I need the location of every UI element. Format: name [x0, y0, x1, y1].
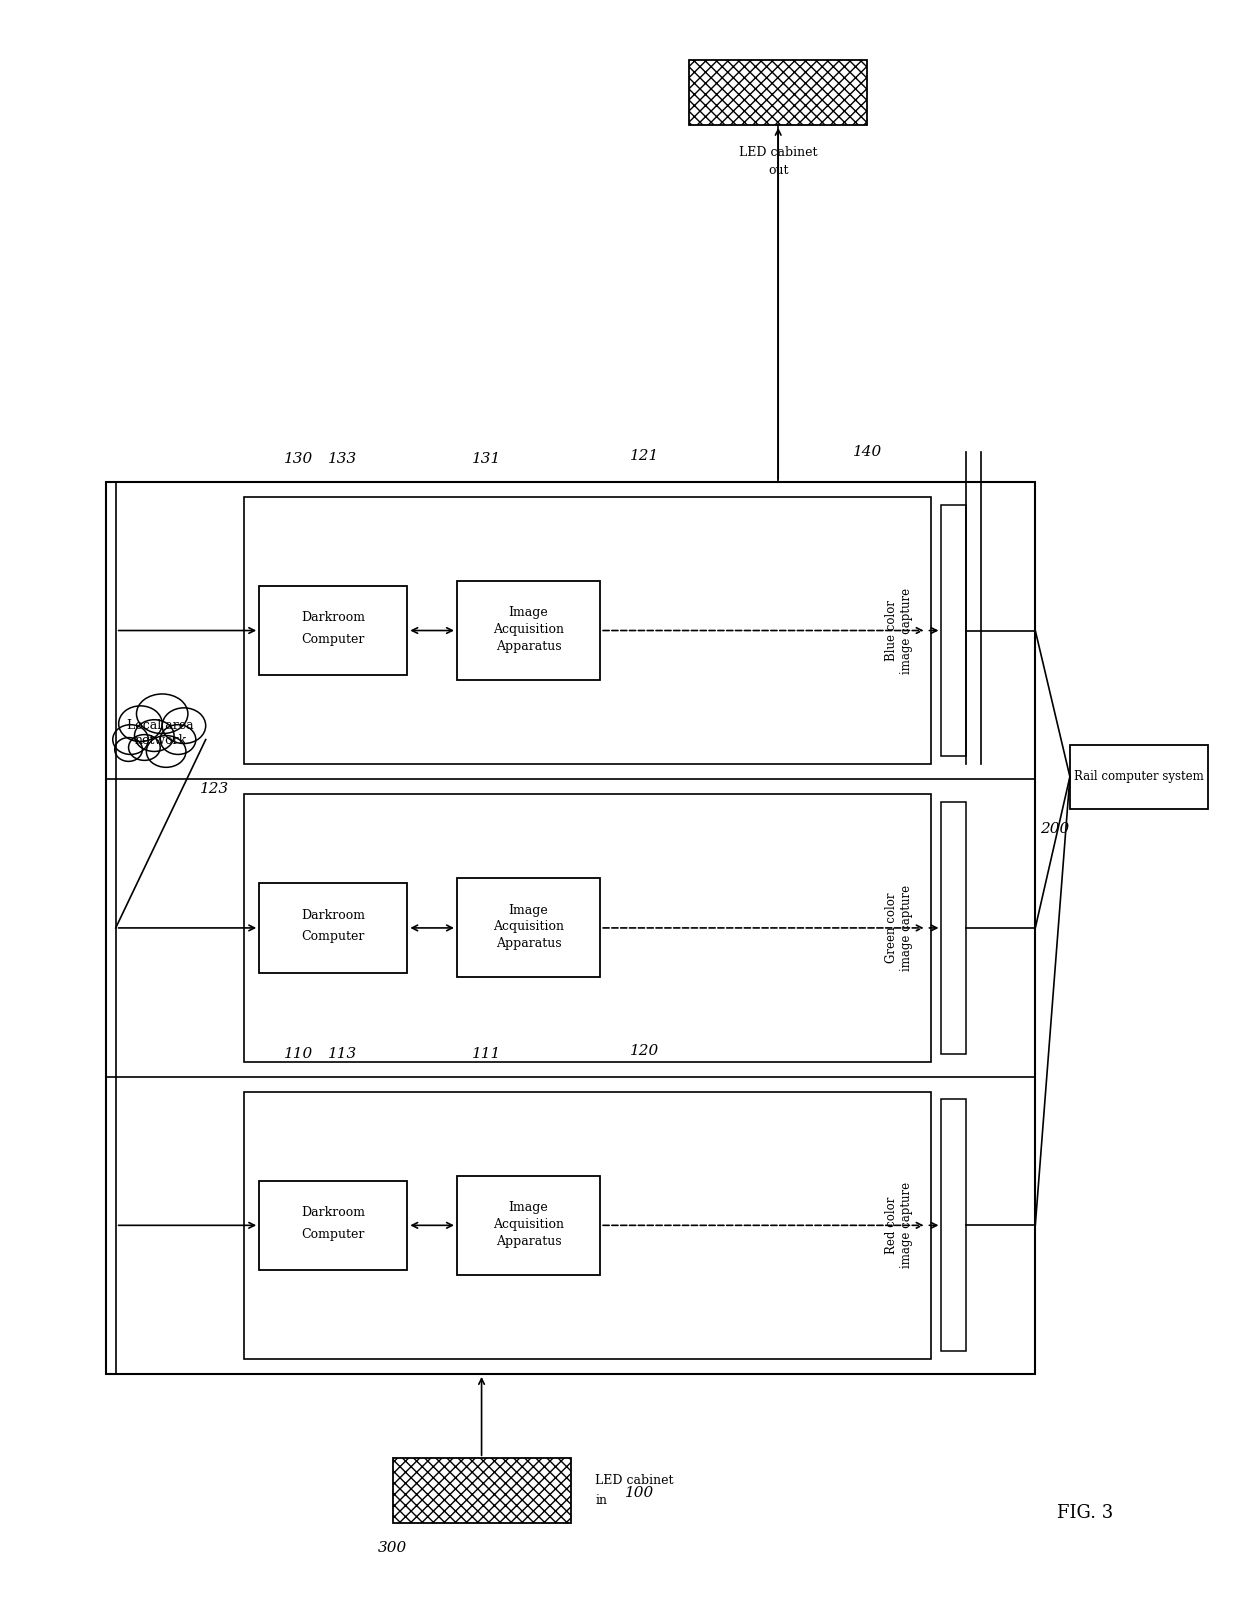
- Text: Apparatus: Apparatus: [496, 1234, 562, 1247]
- Text: Darkroom: Darkroom: [301, 1207, 366, 1220]
- Bar: [941, 801, 966, 1054]
- Bar: [1070, 745, 1208, 809]
- Text: 140: 140: [853, 446, 882, 459]
- Ellipse shape: [134, 719, 174, 751]
- Bar: [393, 1458, 570, 1522]
- Text: Green color
image capture: Green color image capture: [885, 885, 913, 970]
- Text: Rail computer system: Rail computer system: [1074, 771, 1204, 784]
- Ellipse shape: [129, 735, 160, 761]
- Text: Acquisition: Acquisition: [494, 920, 564, 933]
- Ellipse shape: [162, 708, 206, 743]
- Bar: [456, 581, 600, 681]
- Bar: [941, 505, 966, 756]
- Text: 113: 113: [329, 1047, 357, 1060]
- Text: LED cabinet: LED cabinet: [595, 1474, 673, 1487]
- Text: in: in: [595, 1493, 608, 1508]
- Bar: [105, 481, 1035, 1374]
- Bar: [244, 1091, 931, 1360]
- Text: 131: 131: [471, 452, 501, 467]
- Bar: [244, 497, 931, 764]
- Ellipse shape: [115, 737, 143, 761]
- Bar: [259, 883, 408, 972]
- Ellipse shape: [136, 693, 188, 734]
- Text: 100: 100: [625, 1487, 655, 1500]
- Text: Image: Image: [508, 1200, 548, 1215]
- Bar: [689, 61, 867, 126]
- Bar: [244, 795, 931, 1062]
- Text: Acquisition: Acquisition: [494, 623, 564, 636]
- Text: 121: 121: [630, 449, 660, 463]
- Text: LED cabinet: LED cabinet: [739, 146, 817, 159]
- Ellipse shape: [113, 724, 149, 755]
- Text: Image: Image: [508, 607, 548, 619]
- Bar: [259, 586, 408, 676]
- Text: 111: 111: [471, 1047, 501, 1060]
- Text: 130: 130: [284, 452, 312, 467]
- Text: Local area: Local area: [126, 719, 193, 732]
- Bar: [456, 1176, 600, 1274]
- Text: Blue color
image capture: Blue color image capture: [885, 587, 913, 674]
- Text: Acquisition: Acquisition: [494, 1218, 564, 1231]
- Text: 200: 200: [1040, 822, 1070, 835]
- Text: out: out: [768, 164, 789, 177]
- Bar: [456, 879, 600, 978]
- Text: Darkroom: Darkroom: [301, 611, 366, 624]
- Text: Computer: Computer: [301, 930, 365, 943]
- Text: 300: 300: [378, 1540, 407, 1554]
- Text: Apparatus: Apparatus: [496, 938, 562, 951]
- Text: Darkroom: Darkroom: [301, 909, 366, 922]
- Text: Computer: Computer: [301, 1228, 365, 1241]
- Ellipse shape: [119, 706, 162, 742]
- Text: Apparatus: Apparatus: [496, 640, 562, 653]
- Text: 110: 110: [284, 1047, 312, 1060]
- Ellipse shape: [146, 735, 186, 767]
- Text: Image: Image: [508, 904, 548, 917]
- Text: 120: 120: [630, 1044, 660, 1057]
- Bar: [259, 1181, 408, 1270]
- Text: Red color
image capture: Red color image capture: [885, 1183, 913, 1268]
- Ellipse shape: [160, 724, 196, 755]
- Text: Computer: Computer: [301, 632, 365, 645]
- Text: network: network: [134, 734, 186, 747]
- Text: 123: 123: [200, 782, 229, 796]
- Bar: [941, 1099, 966, 1352]
- Text: FIG. 3: FIG. 3: [1056, 1504, 1112, 1522]
- Text: 133: 133: [329, 452, 357, 467]
